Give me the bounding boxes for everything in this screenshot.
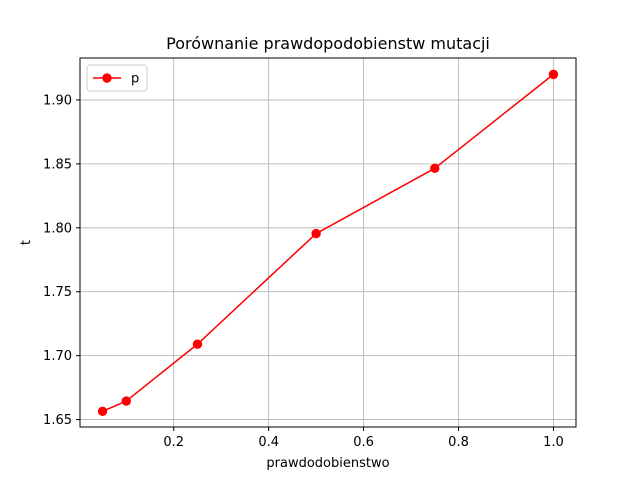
chart-title: Porównanie prawdopodobienstw mutacji	[166, 34, 490, 53]
data-point	[121, 396, 131, 406]
x-tick-label: 0.8	[448, 435, 469, 450]
legend: p	[86, 64, 148, 92]
y-tick-label: 1.65	[43, 413, 72, 428]
plot-frame	[79, 57, 577, 428]
y-tick-label: 1.80	[43, 221, 72, 236]
legend-label: p	[131, 72, 139, 87]
grid	[80, 58, 576, 427]
x-axis-label: prawdodobienstwo	[266, 456, 389, 471]
series-layer	[97, 69, 559, 416]
x-tick-label: 0.2	[163, 435, 184, 450]
y-tick-label: 1.90	[43, 93, 72, 108]
x-tick-label: 0.6	[353, 435, 374, 450]
data-point	[192, 339, 203, 349]
y-axis-label: t	[19, 240, 34, 245]
data-point	[97, 406, 108, 416]
axes: 0.2 0.4 0.6 0.8 1.0 1.65 1.70 1.75 1.80 1.85 1.90	[43, 57, 577, 450]
data-point	[311, 228, 321, 239]
y-tick-label: 1.75	[43, 285, 72, 300]
data-point	[430, 163, 440, 174]
y-tick-label: 1.70	[43, 349, 72, 364]
y-tick-label: 1.85	[43, 157, 72, 172]
x-tick-label: 0.4	[258, 435, 279, 450]
data-point	[548, 69, 559, 80]
x-tick-label: 1.0	[543, 435, 564, 450]
legend-marker	[102, 73, 112, 83]
